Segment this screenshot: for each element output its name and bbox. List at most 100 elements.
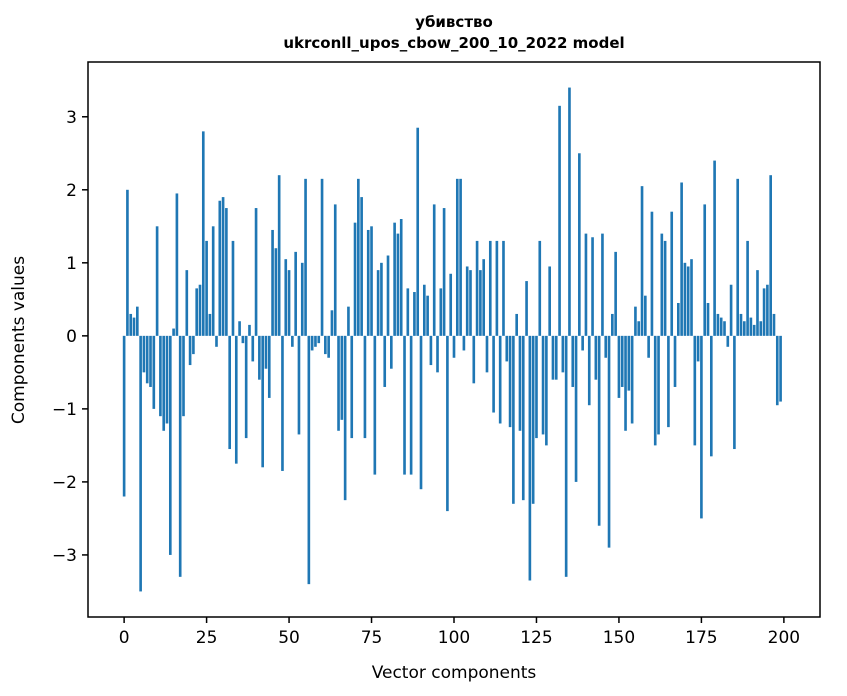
bar [122,335,126,497]
bar [525,281,528,336]
bar [284,259,288,336]
bar [198,284,202,336]
bar [366,229,370,336]
x-tick-label: 175 [685,628,717,648]
bar [769,175,772,336]
ticks-group: 0 25 50 75 100 125 150 175 200 −3 −2 −1 0 1 2 3 [52,108,800,648]
bar [545,335,548,446]
bar [333,204,337,336]
bar [462,335,466,351]
bar [479,270,482,336]
x-tick-label: 125 [520,628,552,648]
bar [752,324,756,336]
bar [373,335,377,475]
bar [756,270,759,336]
bar [238,321,241,336]
bar [307,335,311,585]
y-axis-label: Components values [9,256,29,424]
bar [706,302,710,336]
x-tick-label: 25 [196,628,218,648]
bar [779,335,782,402]
bar [172,328,175,336]
bar [455,178,459,336]
x-tick-label: 75 [361,628,383,648]
bar [386,255,390,336]
bar [564,335,568,577]
bar [512,335,515,504]
bar [492,335,495,413]
bar [142,335,146,373]
bar [439,288,443,336]
y-tick-label: −2 [52,473,77,493]
bar [195,288,199,336]
bar [353,222,357,336]
bar [162,335,166,431]
bar [324,335,327,355]
x-tick-label: 50 [278,628,300,648]
bar [390,335,393,369]
bar [581,335,584,351]
bar [663,240,667,336]
bar [472,335,476,384]
bar [281,335,284,471]
bar [234,335,238,464]
bar [597,335,601,526]
bar [660,233,664,336]
bar [604,335,608,358]
bar [168,335,172,555]
bar [175,193,179,336]
bar [340,335,344,420]
bar [165,335,169,424]
bar [205,240,208,336]
bar [218,200,222,336]
bar [139,335,142,592]
bar [152,335,156,409]
bar [297,335,301,435]
bar [627,335,631,391]
bar [719,317,723,336]
bar [587,335,591,406]
bar [261,335,264,468]
bar [429,335,433,366]
bar [449,273,453,336]
bar [591,237,594,336]
bar [446,335,449,512]
bar [294,251,297,336]
bar [244,335,248,439]
bar [700,335,703,519]
bar [291,335,294,347]
x-tick-label: 200 [768,628,800,648]
bar [667,335,670,428]
bar [551,335,555,380]
bar [742,321,746,336]
bar [211,226,215,336]
bar [310,335,314,351]
bar [515,313,518,336]
bar [736,178,740,336]
bar [630,335,634,424]
bar [419,335,423,490]
bar [251,335,255,362]
bar [634,306,637,336]
y-tick-label: 0 [66,327,77,347]
bar [413,292,416,336]
bar [376,270,380,336]
bar [383,335,387,387]
bar [159,335,162,417]
bar [132,317,136,336]
bar [766,284,769,336]
bar [502,240,505,336]
bar [531,335,535,504]
bar [327,335,330,358]
bar [574,335,578,482]
bar [192,335,195,355]
y-tick-label: −3 [52,546,77,566]
bar [248,324,251,336]
bar [644,295,647,336]
bar [215,335,218,347]
bar [287,270,291,336]
bar [538,240,542,336]
bar [370,226,373,336]
